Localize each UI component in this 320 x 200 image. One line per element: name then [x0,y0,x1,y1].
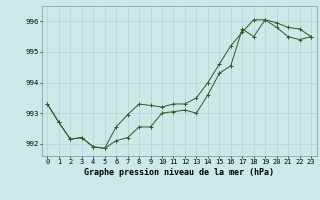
X-axis label: Graphe pression niveau de la mer (hPa): Graphe pression niveau de la mer (hPa) [84,168,274,177]
